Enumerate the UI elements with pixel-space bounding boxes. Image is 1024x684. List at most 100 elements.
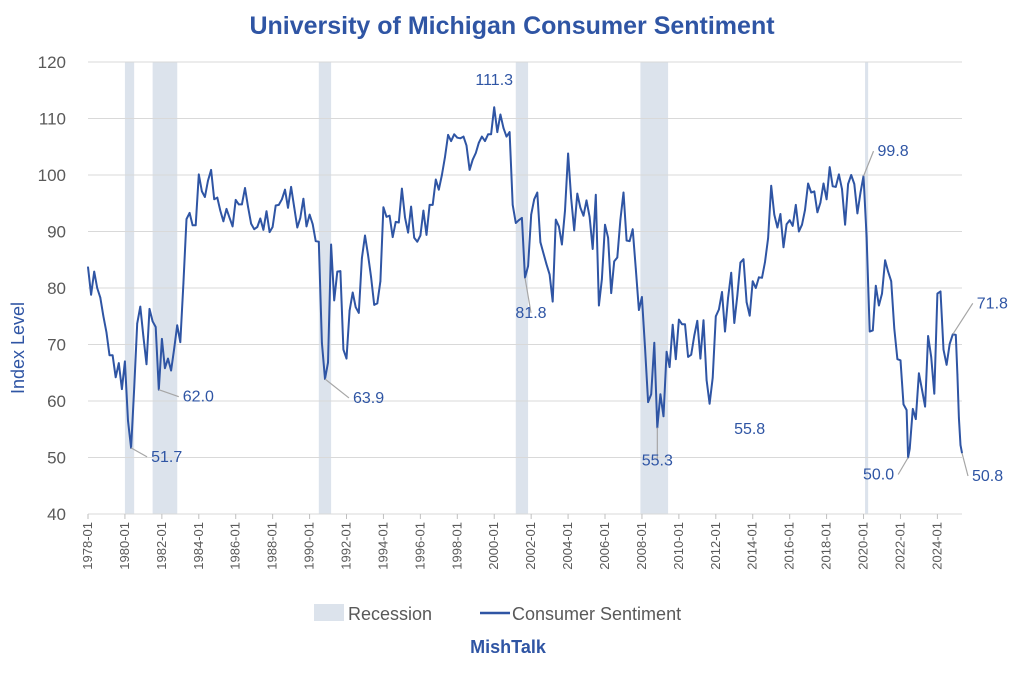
data-point: [887, 270, 889, 273]
data-point: [148, 308, 151, 310]
data-point: [545, 263, 548, 266]
data-point: [856, 212, 859, 215]
annotation-label: 63.9: [353, 390, 384, 407]
data-point: [327, 361, 329, 364]
data-point: [958, 417, 960, 419]
x-tick-label: 1986-01: [228, 522, 243, 570]
data-point: [376, 302, 379, 305]
data-point: [742, 258, 745, 261]
data-point: [468, 169, 471, 171]
data-point: [773, 213, 776, 216]
data-point: [259, 217, 262, 220]
data-point: [927, 335, 929, 337]
data-point: [238, 203, 240, 206]
x-tick-label: 1984-01: [191, 522, 206, 570]
x-tick-label: 2004-01: [560, 522, 575, 570]
data-point: [647, 401, 649, 403]
data-point: [339, 270, 342, 272]
data-point: [890, 280, 892, 283]
data-point: [748, 314, 751, 317]
data-point: [675, 358, 677, 361]
data-point: [693, 334, 696, 337]
data-point: [859, 192, 862, 194]
data-point: [108, 354, 111, 357]
data-point: [791, 225, 794, 227]
data-point: [447, 134, 449, 136]
data-point: [210, 169, 212, 171]
data-point: [616, 256, 619, 259]
data-point: [795, 204, 797, 206]
y-axis-label: Index Level: [8, 302, 28, 394]
data-point: [444, 156, 446, 158]
annotation-leader: [130, 447, 148, 458]
data-point: [853, 183, 856, 185]
data-point: [665, 351, 668, 353]
data-point: [398, 221, 400, 224]
data-point: [287, 207, 289, 209]
annotation-label: 81.8: [515, 305, 546, 322]
data-point: [438, 188, 440, 191]
data-point: [299, 217, 302, 219]
data-point: [739, 261, 742, 264]
data-point: [727, 296, 729, 299]
data-point: [865, 235, 868, 238]
data-point: [182, 282, 185, 285]
data-point: [274, 204, 277, 207]
data-point: [942, 348, 945, 351]
data-point: [87, 266, 89, 268]
data-point: [351, 291, 354, 294]
y-tick-label: 40: [47, 505, 66, 524]
data-point: [487, 133, 489, 136]
data-point: [868, 330, 871, 333]
data-point: [102, 315, 105, 318]
data-point: [551, 300, 554, 303]
x-tick-label: 1982-01: [154, 522, 169, 570]
data-point: [745, 301, 748, 303]
data-point: [776, 226, 779, 229]
data-point: [690, 353, 692, 356]
data-point: [361, 257, 363, 259]
data-point: [684, 323, 686, 326]
data-point: [767, 237, 769, 240]
data-point: [708, 403, 711, 405]
annotation-label: 99.8: [878, 143, 909, 160]
annotation-leader: [324, 378, 350, 399]
data-point: [533, 198, 535, 201]
x-axis-ticks: 1978-01 1980-01 1982-01 1984-01 1986-01 1988-…: [80, 514, 944, 570]
annotation-leader: [862, 150, 875, 177]
data-point: [207, 179, 209, 182]
data-point: [905, 409, 908, 411]
data-point: [955, 334, 957, 336]
chart-title: University of Michigan Consumer Sentimen…: [249, 12, 775, 40]
data-point: [930, 356, 932, 358]
data-point: [724, 330, 726, 333]
data-point: [819, 201, 822, 204]
data-point: [530, 213, 532, 216]
data-point: [893, 327, 896, 330]
data-point: [345, 357, 348, 360]
data-point: [478, 142, 480, 144]
data-point: [921, 388, 923, 391]
gridlines: [88, 61, 962, 515]
data-point: [662, 415, 665, 418]
data-point: [588, 216, 591, 218]
data-point: [755, 287, 757, 289]
data-point: [481, 135, 483, 138]
annotation-label: 51.7: [151, 449, 182, 466]
data-point: [631, 228, 634, 230]
data-point: [333, 299, 336, 302]
data-point: [681, 323, 683, 326]
data-point: [527, 265, 529, 267]
data-point: [801, 223, 803, 226]
x-tick-label: 1988-01: [265, 522, 280, 570]
data-point: [505, 135, 508, 138]
data-point: [373, 304, 376, 306]
x-tick-label: 1990-01: [302, 522, 317, 570]
data-point: [499, 113, 502, 116]
data-point: [364, 234, 366, 237]
data-point: [687, 356, 689, 358]
data-point: [847, 183, 849, 185]
data-point: [601, 278, 603, 280]
data-point: [595, 194, 597, 196]
